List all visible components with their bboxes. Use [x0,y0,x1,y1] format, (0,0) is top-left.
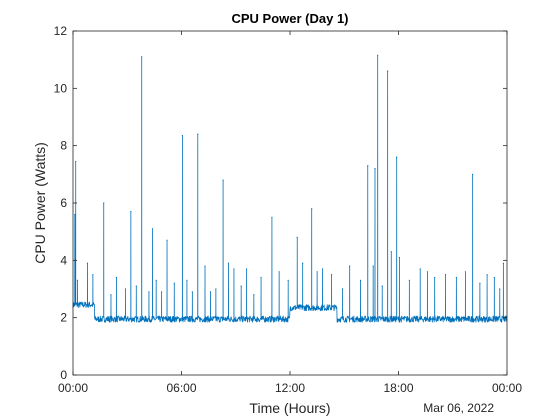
y-axis-label: CPU Power (Watts) [32,142,48,264]
x-axis-label: Time (Hours) [249,400,330,416]
date-label: Mar 06, 2022 [423,401,494,415]
spike-peak-60 [472,173,474,175]
spike-peak-7 [115,276,117,279]
spike-peak-28 [240,285,242,287]
spike-peak-1 [75,160,77,163]
y-tick-label-6: 12 [54,24,68,38]
spike-peak-35 [296,236,298,238]
spike-peak-49 [387,70,389,72]
y-tick-label-4: 8 [60,139,67,153]
spike-peak-65 [502,262,504,264]
spike-peak-64 [499,288,501,290]
plot-background [73,31,507,375]
spike-peak-58 [455,276,457,279]
spike-peak-3 [86,262,89,264]
y-tick-label-1: 2 [60,311,67,325]
x-tick-label-1: 06:00 [166,381,196,395]
spike-peak-24 [215,288,217,290]
spike-peak-16 [166,239,168,241]
spike-peak-27 [233,268,235,270]
spike-peak-6 [110,294,112,296]
y-tick-label-0: 0 [60,368,67,382]
x-tick-label-0: 00:00 [58,381,88,395]
data-layer [72,54,508,323]
spike-peak-4 [92,274,94,276]
spike-peak-32 [271,216,273,218]
chart-title: CPU Power (Day 1) [231,11,348,26]
spike-peak-5 [103,202,105,204]
x-tick-label-2: 12:00 [275,381,305,395]
spike-peak-56 [434,276,436,279]
y-tick-label-5: 10 [54,81,68,95]
spike-peak-59 [464,271,467,273]
spike-peak-25 [222,179,224,181]
spike-peak-36 [302,262,304,264]
spike-peak-15 [161,291,163,293]
spike-peak-51 [396,156,398,158]
spike-peak-50 [390,251,392,253]
spike-peak-39 [321,268,324,270]
x-tick-label-4: 00:00 [492,381,522,395]
spike-peak-0 [74,213,76,216]
y-tick-label-3: 6 [60,196,67,210]
spike-peak-10 [135,285,137,287]
spike-peak-26 [227,262,230,264]
spike-peak-20 [191,291,193,293]
spike-peak-33 [278,271,280,273]
spike-peak-22 [204,265,206,267]
spike-peak-44 [367,165,369,167]
spike-peak-29 [246,268,248,270]
spike-peak-17 [173,282,175,284]
spike-peak-45 [372,265,374,267]
spike-peak-38 [316,271,318,273]
spike-peak-41 [341,288,344,290]
spike-peak-61 [479,282,481,284]
spike-peak-18 [181,135,183,137]
spike-peak-63 [493,276,495,279]
spike-peak-48 [381,285,383,287]
spike-peak-55 [426,271,429,273]
spike-peak-21 [197,133,199,135]
spike-peak-9 [130,211,132,213]
spike-peak-53 [408,279,410,281]
spike-peak-62 [486,274,488,276]
spike-peak-52 [398,256,400,259]
x-tick-label-3: 18:00 [383,381,413,395]
axis-layer: 0 2 4 6 8 10 12 00:00 06:00 12:00 18:00 00:00 [54,24,523,395]
spike-peak-31 [260,276,262,279]
spike-peak-57 [444,274,447,276]
spike-peak-11 [141,56,143,58]
spike-peak-12 [148,291,150,293]
spike-peak-40 [330,274,333,276]
spike-peak-2 [76,279,79,281]
spike-peak-14 [155,279,157,281]
spike-peak-46 [374,168,376,170]
spike-peak-47 [377,54,379,56]
spike-peak-19 [186,279,188,281]
series-line-cpu-power [72,54,508,323]
spike-peak-42 [349,265,351,267]
spike-peak-34 [287,279,289,281]
spike-peak-30 [253,294,255,296]
spike-peak-37 [311,208,313,210]
spike-peak-23 [209,291,212,293]
spike-peak-8 [124,288,127,290]
y-tick-label-2: 4 [60,253,67,267]
spike-peak-43 [359,279,362,281]
spike-peak-13 [151,228,154,230]
spike-peak-54 [419,268,421,270]
